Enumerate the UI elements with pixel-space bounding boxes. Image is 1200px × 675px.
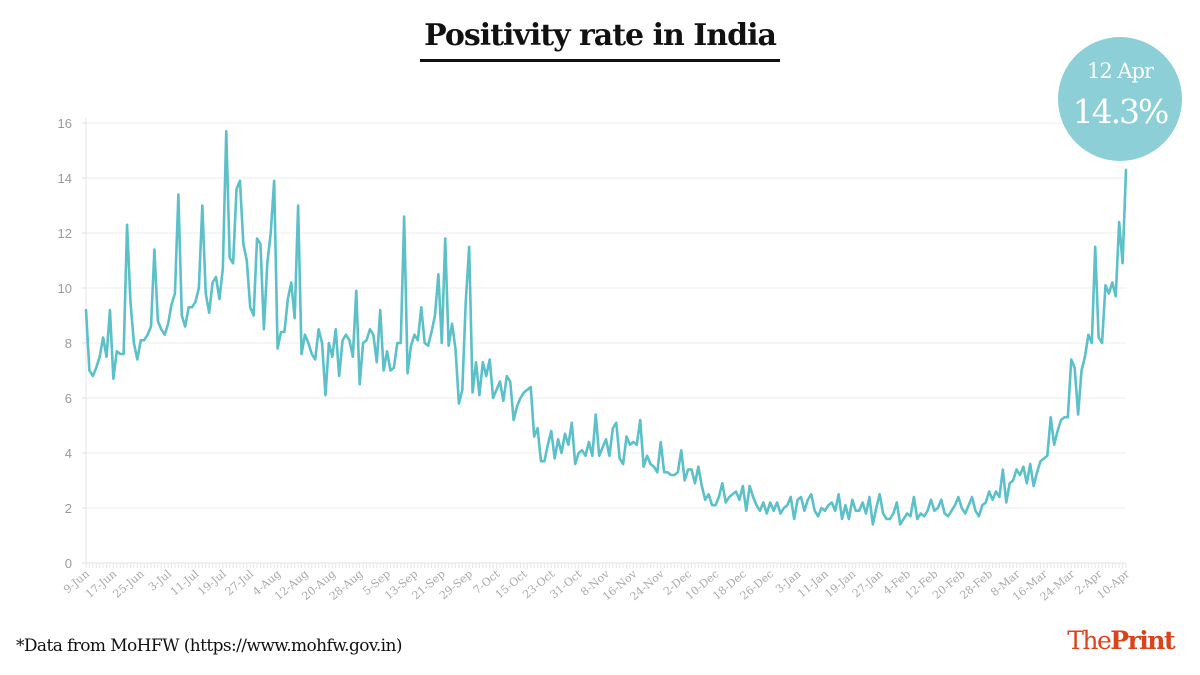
y-tick-label: 6	[65, 391, 72, 406]
series-line-positivity-rate	[84, 129, 1128, 526]
y-tick-label: 12	[58, 226, 72, 241]
theprint-logo: ThePrint	[1067, 626, 1175, 655]
x-tick-label: 11-Jul	[168, 567, 202, 598]
x-tick-label: 25-Jun	[111, 567, 147, 600]
logo-text-light: The	[1067, 626, 1112, 655]
badge-date: 12 Apr	[1086, 59, 1154, 83]
title-wrap: Positivity rate in India	[0, 18, 1200, 62]
x-tick-label: 19-Jul	[195, 567, 229, 598]
y-tick-label: 2	[65, 501, 72, 516]
x-tick-label: 27-Jul	[223, 567, 257, 598]
y-tick-label: 0	[65, 556, 72, 571]
logo-text-bold: Print	[1110, 626, 1175, 655]
x-axis-minor-ticks	[85, 562, 1127, 568]
grid-lines	[86, 122, 1126, 509]
chart-title: Positivity rate in India	[420, 18, 780, 62]
y-axis: 0 2 4 6 8 10 12 14 16	[58, 116, 86, 571]
y-tick-label: 10	[58, 281, 72, 296]
source-footnote: *Data from MoHFW (https://www.mohfw.gov.…	[16, 636, 402, 656]
x-tick-label: 31-Oct	[548, 567, 585, 601]
y-tick-label: 4	[65, 446, 72, 461]
badge-value: 14.3%	[1072, 92, 1170, 131]
latest-value-badge: 12 Apr 14.3%	[1058, 37, 1182, 161]
x-tick-label: 27-Jan	[850, 567, 886, 600]
y-tick-label: 14	[58, 171, 72, 186]
y-tick-label: 16	[58, 116, 72, 131]
y-tick-label: 8	[65, 336, 72, 351]
